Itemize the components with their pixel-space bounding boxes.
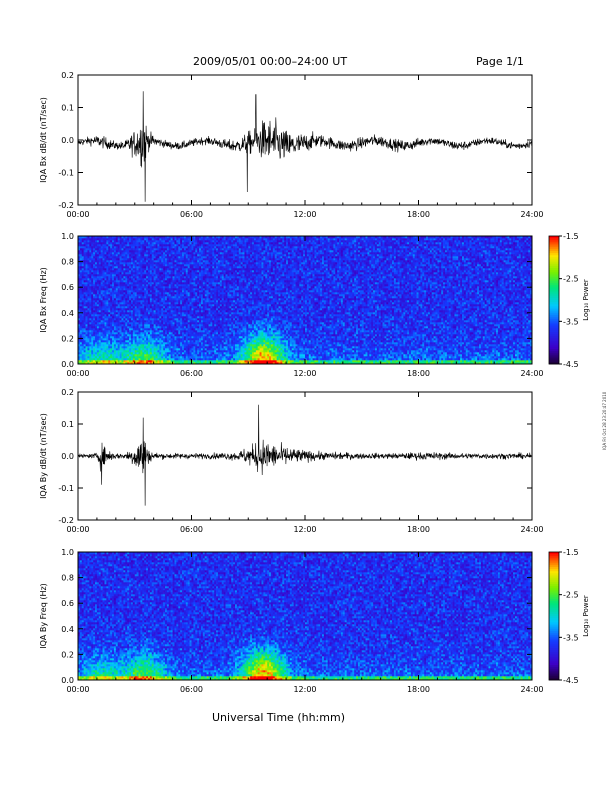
x-tick-label: 00:00: [66, 369, 89, 378]
y-axis-label-3: IQA By Freq (Hz): [39, 583, 48, 649]
x-tick-label: 18:00: [407, 525, 430, 534]
colorbar-label-3: Log₁₀ Power: [582, 595, 590, 637]
x-tick-label: 24:00: [520, 369, 543, 378]
colorbar-tick-label: -1.5: [563, 548, 579, 557]
colorbar-tick-label: -2.5: [563, 591, 579, 600]
x-tick-label: 12:00: [293, 685, 316, 694]
colorbar-3: [549, 552, 559, 681]
x-tick-label: 24:00: [520, 525, 543, 534]
x-tick-label: 12:00: [293, 210, 316, 219]
x-tick-label: 06:00: [180, 685, 203, 694]
x-tick-label: 24:00: [520, 210, 543, 219]
x-tick-label: 00:00: [66, 210, 89, 219]
x-tick-label: 12:00: [293, 525, 316, 534]
x-tick-label: 06:00: [180, 525, 203, 534]
y-tick-label: 0.4: [61, 625, 74, 634]
colorbar-tick-label: -1.5: [563, 232, 579, 241]
side-stamp: IQA Fri Oct 28 23:20:47 2010: [602, 392, 607, 450]
x-tick-label: 06:00: [180, 210, 203, 219]
x-tick-label: 18:00: [407, 685, 430, 694]
colorbar-tick-label: -3.5: [563, 317, 579, 326]
y-tick-label: 0.6: [61, 283, 74, 292]
x-tick-label: 12:00: [293, 369, 316, 378]
y-tick-label: -0.2: [58, 201, 74, 210]
y-axis-label-0: IQA Bx dB/dt (nT/sec): [39, 97, 48, 183]
y-tick-label: 1.0: [61, 232, 74, 241]
x-tick-label: 06:00: [180, 369, 203, 378]
y-tick-label: 0.2: [61, 650, 74, 659]
heatmap-cells-3: [78, 552, 533, 681]
y-axis-label-1: IQA Bx Freq (Hz): [39, 267, 48, 333]
y-tick-label: 0.0: [61, 676, 74, 685]
colorbar-tick-label: -4.5: [563, 676, 579, 685]
heatmap-cells-1: [78, 236, 533, 365]
y-tick-label: 0.0: [61, 360, 74, 369]
x-tick-label: 18:00: [407, 210, 430, 219]
y-tick-label: -0.2: [58, 516, 74, 525]
y-tick-label: -0.1: [58, 169, 74, 178]
colorbar-tick-label: -2.5: [563, 275, 579, 284]
colorbar-label-1: Log₁₀ Power: [582, 279, 590, 321]
colorbar-1: [549, 236, 559, 365]
x-tick-label: 18:00: [407, 369, 430, 378]
x-axis-label: Universal Time (hh:mm): [212, 711, 345, 724]
y-tick-label: 0.6: [61, 599, 74, 608]
y-tick-label: 0.4: [61, 309, 74, 318]
y-tick-label: 0.1: [61, 104, 74, 113]
page-number: Page 1/1: [476, 55, 524, 68]
y-tick-label: 0.8: [61, 574, 74, 583]
x-tick-label: 00:00: [66, 685, 89, 694]
x-tick-label: 24:00: [520, 685, 543, 694]
y-tick-label: 0.2: [61, 71, 74, 80]
series-line-2: [78, 404, 532, 506]
y-tick-label: -0.1: [58, 484, 74, 493]
page-title: 2009/05/01 00:00–24:00 UT: [193, 55, 347, 68]
x-tick-label: 00:00: [66, 525, 89, 534]
series-line-0: [78, 91, 532, 202]
y-tick-label: 0.1: [61, 420, 74, 429]
y-tick-label: 1.0: [61, 548, 74, 557]
y-tick-label: 0.0: [61, 136, 74, 145]
y-tick-label: 0.2: [61, 388, 74, 397]
colorbar-frame-1: [548, 235, 560, 365]
y-axis-label-2: IQA By dB/dt (nT/sec): [39, 413, 48, 499]
y-tick-label: 0.8: [61, 258, 74, 267]
colorbar-tick-label: -3.5: [563, 633, 579, 642]
y-tick-label: 0.0: [61, 452, 74, 461]
colorbar-tick-label: -4.5: [563, 360, 579, 369]
colorbar-frame-3: [548, 551, 560, 681]
y-tick-label: 0.2: [61, 334, 74, 343]
